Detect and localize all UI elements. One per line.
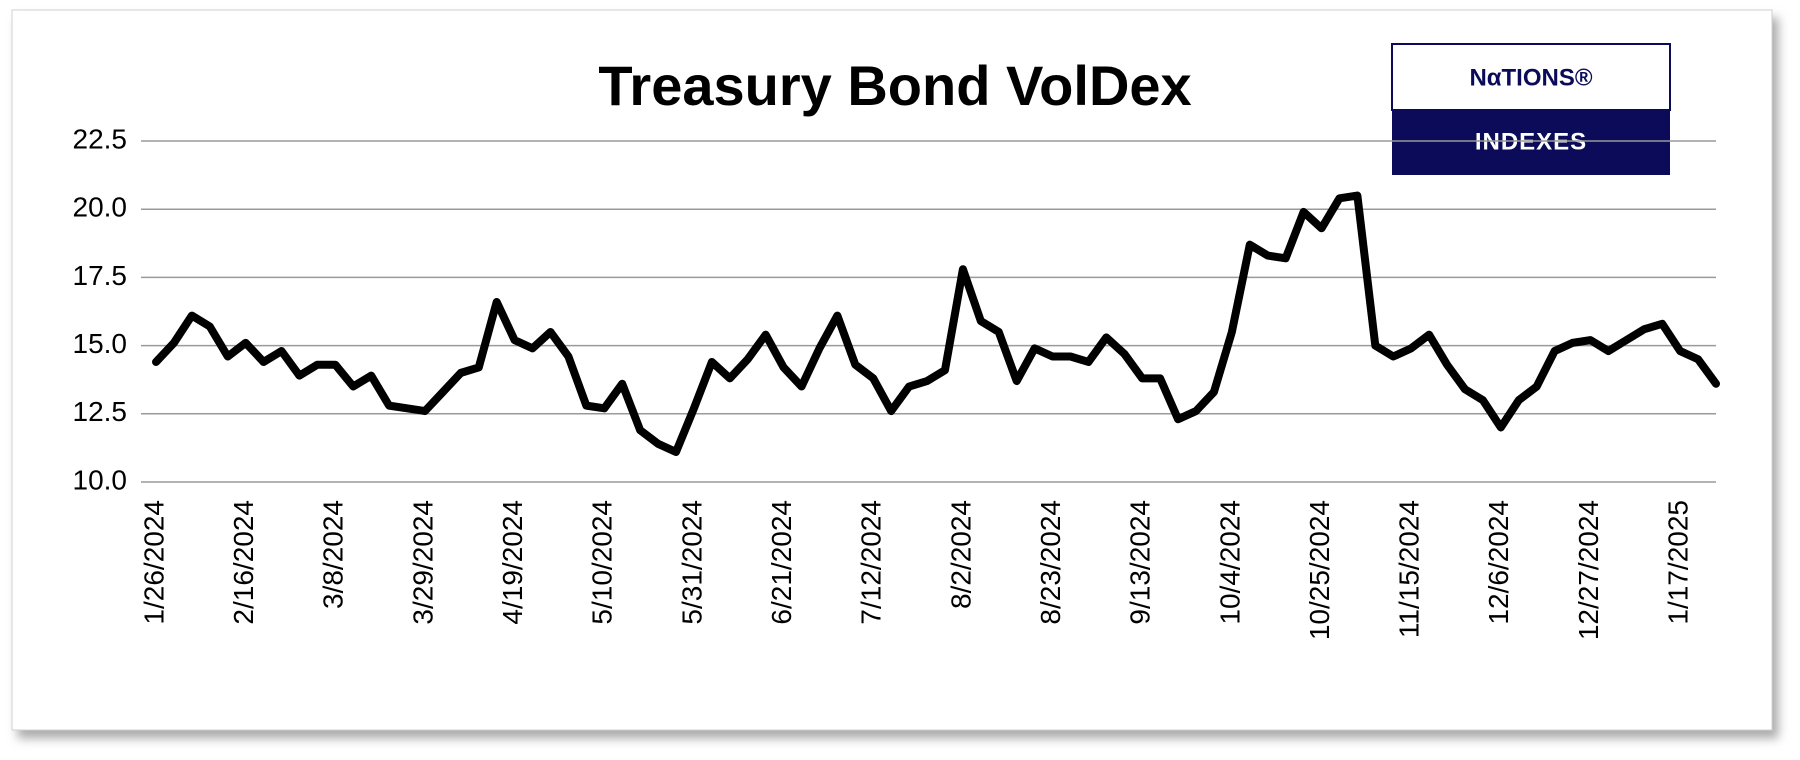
x-tick-label: 5/10/2024 <box>587 500 618 625</box>
y-tick-label: 22.5 <box>73 123 128 154</box>
logo-bottom-box <box>1392 110 1670 175</box>
x-tick-label: 1/17/2025 <box>1663 500 1694 625</box>
x-tick-label: 2/16/2024 <box>228 500 259 625</box>
x-tick-label: 4/19/2024 <box>497 500 528 625</box>
data-line <box>152 191 1720 456</box>
x-tick-label: 7/12/2024 <box>856 500 887 625</box>
x-tick-label: 6/21/2024 <box>766 500 797 625</box>
y-tick-label: 17.5 <box>73 260 128 291</box>
x-tick-label: 11/15/2024 <box>1394 500 1425 638</box>
logo-bottom-text: INDEXES <box>1475 128 1587 155</box>
x-tick-label: 9/13/2024 <box>1125 500 1156 625</box>
x-tick-label: 8/23/2024 <box>1035 500 1066 625</box>
logo: NαTIONS® INDEXES <box>1391 43 1671 175</box>
x-tick-label: 10/4/2024 <box>1214 500 1245 625</box>
x-tick-label: 12/6/2024 <box>1483 500 1514 625</box>
y-tick-label: 20.0 <box>73 192 128 223</box>
logo-top-text: NαTIONS® <box>1469 64 1592 91</box>
logo-top-box <box>1391 43 1671 111</box>
x-tick-label: 1/26/2024 <box>138 500 169 625</box>
x-tick-label: 5/31/2024 <box>676 500 707 625</box>
x-tick-label: 3/8/2024 <box>318 500 349 609</box>
x-tick-label: 8/2/2024 <box>945 500 976 609</box>
x-tick-label: 10/25/2024 <box>1304 500 1335 640</box>
y-tick-label: 10.0 <box>73 464 128 495</box>
y-tick-label: 15.0 <box>73 328 128 359</box>
x-tick-label: 3/29/2024 <box>407 500 438 625</box>
chart-title: Treasury Bond VolDex <box>598 54 1191 117</box>
y-tick-label: 12.5 <box>73 396 128 427</box>
x-tick-label: 12/27/2024 <box>1573 500 1604 640</box>
